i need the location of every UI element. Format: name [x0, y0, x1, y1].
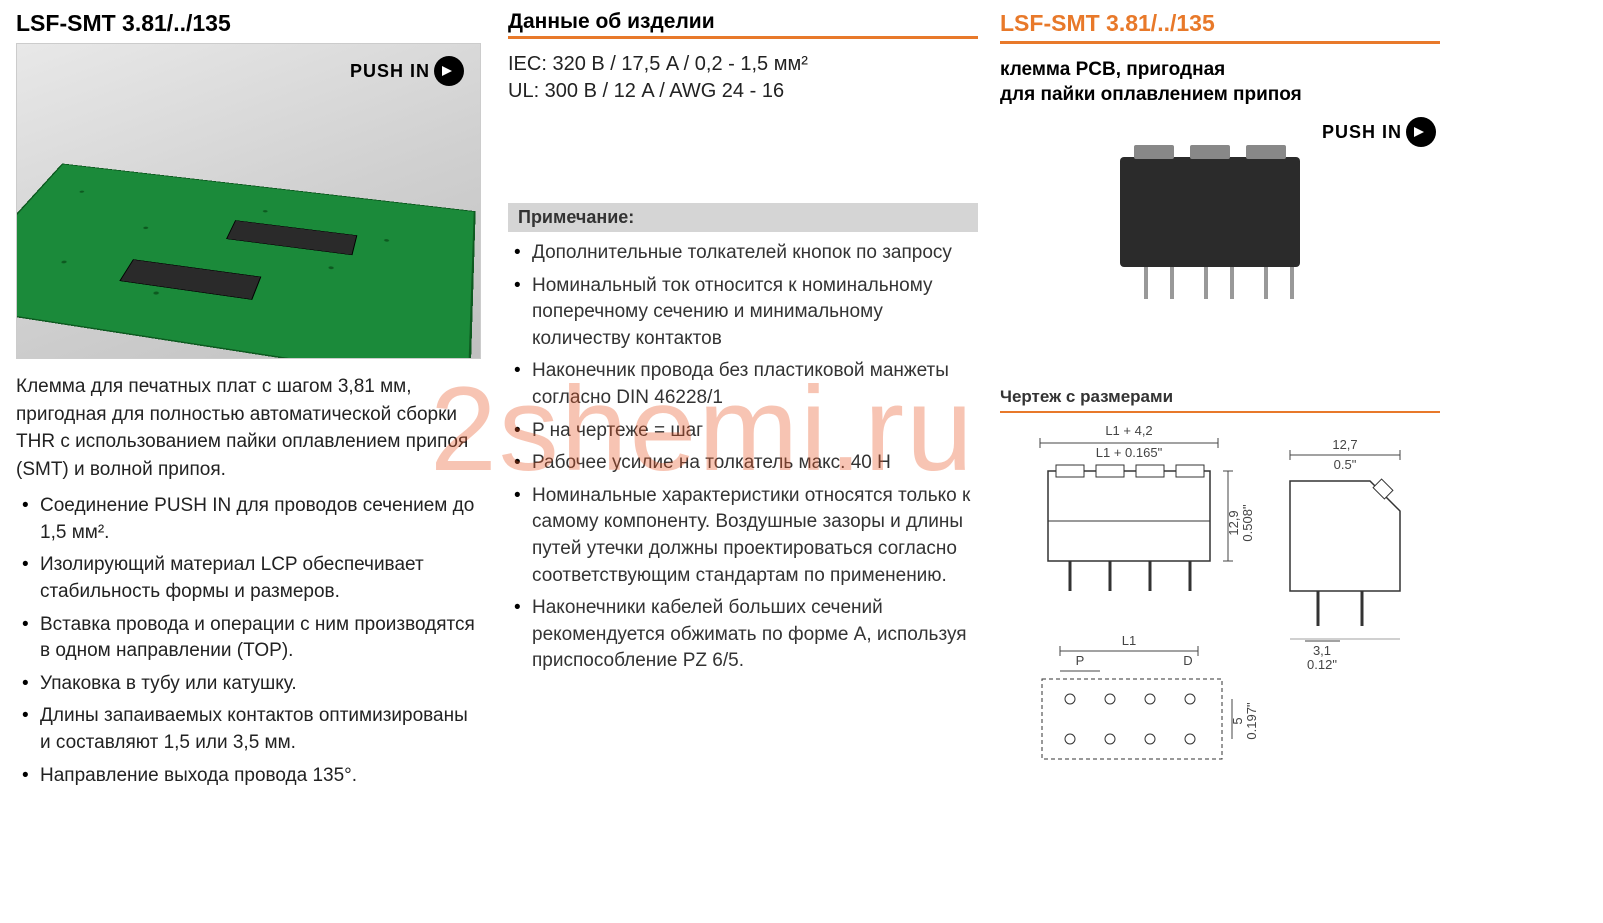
dim-side-w-mm: 12,7	[1332, 437, 1357, 452]
lever-icon	[1190, 145, 1230, 159]
data-heading: Данные об изделии	[508, 10, 978, 34]
pushin-label: PUSH IN	[350, 61, 430, 82]
note-item: Рабочее усилие на толкатель макс. 40 Н	[514, 450, 978, 477]
hero-image: PUSH IN	[16, 43, 481, 359]
dim-pin-in: 0.12"	[1307, 657, 1337, 672]
pin-icon	[1264, 267, 1268, 299]
dim-5: 5	[1230, 718, 1245, 725]
middle-column: Данные об изделии IEC: 320 В / 17,5 A / …	[508, 10, 978, 681]
connector-illustration	[119, 259, 261, 300]
orange-rule	[1000, 41, 1440, 44]
pushin-icon	[434, 56, 464, 86]
feature-item: Изолирующий материал LCP обеспечивает ст…	[22, 552, 481, 605]
pushin-icon	[1406, 117, 1436, 147]
iec-spec: IEC: 320 В / 17,5 A / 0,2 - 1,5 мм²	[508, 53, 978, 76]
drawing-svg: L1 + 4,2 L1 + 0.165"	[1000, 421, 1440, 821]
pushin-badge: PUSH IN	[1322, 117, 1436, 147]
dim-width-mm: L1 + 4,2	[1105, 423, 1152, 438]
feature-item: Вставка провода и операции с ним произво…	[22, 612, 481, 665]
terminal-illustration	[1120, 157, 1320, 307]
feature-item: Упаковка в тубу или катушку.	[22, 671, 481, 698]
dim-pin-mm: 3,1	[1313, 643, 1331, 658]
note-item: Дополнительные толкателей кнопок по запр…	[514, 240, 978, 267]
feature-item: Направление выхода провода 135°.	[22, 763, 481, 790]
orange-rule	[1000, 411, 1440, 413]
dim-h-mm: 12,9	[1226, 511, 1241, 536]
right-column: LSF-SMT 3.81/../135 клемма PCB, пригодна…	[1000, 10, 1440, 826]
pin-icon	[1144, 267, 1148, 299]
note-item: Номинальный ток относится к номинальному…	[514, 273, 978, 353]
feature-item: Длины запаиваемых контактов оптимизирова…	[22, 703, 481, 756]
product-title: LSF-SMT 3.81/../135	[16, 10, 481, 37]
product-title-right: LSF-SMT 3.81/../135	[1000, 10, 1440, 37]
dim-p: P	[1076, 653, 1085, 668]
dim-side-w-in: 0.5"	[1334, 457, 1357, 472]
dim-l1: L1	[1122, 633, 1136, 648]
dim-d: D	[1183, 653, 1192, 668]
ul-spec: UL: 300 В / 12 A / AWG 24 - 16	[508, 80, 978, 103]
note-heading: Примечание:	[508, 203, 978, 232]
orange-rule	[508, 36, 978, 39]
intro-paragraph: Клемма для печатных плат с шагом 3,81 мм…	[16, 373, 481, 483]
drawing-heading: Чертеж с размерами	[1000, 387, 1440, 407]
dim-h-in: 0.508"	[1240, 504, 1255, 542]
note-item: Номинальные характеристики относятся тол…	[514, 483, 978, 589]
description: Клемма для печатных плат с шагом 3,81 мм…	[16, 373, 481, 789]
dim-width-in: L1 + 0.165"	[1096, 445, 1163, 460]
note-item: Наконечник провода без пластиковой манже…	[514, 358, 978, 411]
note-list: Дополнительные толкателей кнопок по запр…	[508, 240, 978, 675]
subhead: клемма PCB, пригодная для пайки оплавлен…	[1000, 58, 1440, 107]
pushin-label: PUSH IN	[1322, 122, 1402, 143]
terminal-body	[1120, 157, 1300, 267]
dimensional-drawings: L1 + 4,2 L1 + 0.165"	[1000, 421, 1440, 826]
pin-icon	[1290, 267, 1294, 299]
pin-icon	[1170, 267, 1174, 299]
pin-icon	[1204, 267, 1208, 299]
dim-5in: 0.197"	[1244, 702, 1259, 740]
note-item: P на чертеже = шаг	[514, 418, 978, 445]
connector-illustration	[226, 220, 357, 255]
pin-icon	[1230, 267, 1234, 299]
left-column: LSF-SMT 3.81/../135 PUSH IN Клемма для п…	[16, 10, 481, 795]
product-photo: PUSH IN	[1000, 117, 1440, 377]
pcb-illustration	[16, 163, 476, 359]
note-item: Наконечники кабелей больших сечений реко…	[514, 595, 978, 675]
pushin-badge: PUSH IN	[350, 56, 464, 86]
feature-list: Соединение PUSH IN для проводов сечением…	[16, 493, 481, 789]
lever-icon	[1246, 145, 1286, 159]
feature-item: Соединение PUSH IN для проводов сечением…	[22, 493, 481, 546]
lever-icon	[1134, 145, 1174, 159]
